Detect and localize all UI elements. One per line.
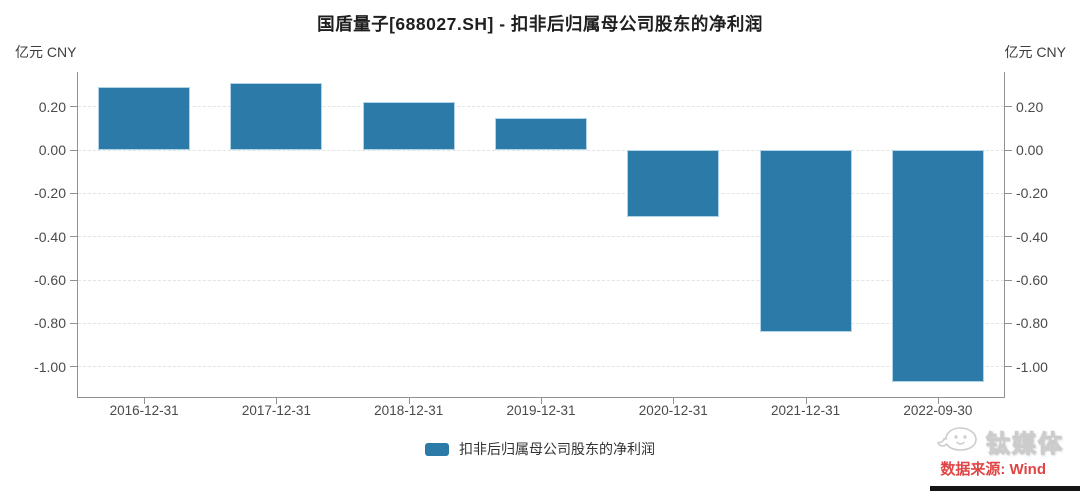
- x-axis-tick: [937, 398, 939, 404]
- gridline: [78, 279, 1004, 281]
- x-axis-tick-label: 2020-12-31: [638, 403, 708, 418]
- y-axis-tick-label-left: 0.00: [38, 142, 66, 158]
- y-axis-tick-label-right: -0.40: [1016, 228, 1048, 245]
- y-axis-tick-label-left: 0.20: [38, 98, 66, 115]
- legend-swatch-icon: [425, 442, 449, 456]
- tmtpost-whale-icon: [936, 424, 980, 459]
- x-axis-tick: [276, 398, 278, 404]
- y-axis-tick-right: [1005, 322, 1012, 324]
- y-axis-tick-label-left: -0.60: [34, 272, 66, 288]
- gridline: [78, 149, 1004, 151]
- gridline: [78, 322, 1004, 324]
- plot-area: 0.20 0.20 0.00 0.00 -0.20 -0.20 -0.40 -0.40 -0.6…: [34, 72, 1048, 418]
- bar: [627, 150, 720, 218]
- y-axis-tick-label-right: -0.80: [1016, 315, 1048, 332]
- y-axis-tick-left: [70, 279, 77, 281]
- y-axis-tick-label-right: -1.00: [1016, 358, 1048, 375]
- bar: [98, 87, 191, 150]
- watermark-brand-text: 钛媒体: [986, 431, 1064, 459]
- x-axis-tick-label: 2017-12-31: [241, 403, 311, 418]
- y-axis-tick-label-left: -0.80: [34, 315, 66, 332]
- watermark: 钛媒体: [936, 424, 1064, 459]
- bar: [891, 150, 984, 382]
- y-axis-tick-right: [1005, 366, 1012, 368]
- y-axis-unit-left: 亿元 CNY: [15, 44, 77, 60]
- legend: 扣非后归属母公司股东的净利润: [0, 439, 1080, 459]
- y-axis-tick-right: [1005, 192, 1012, 194]
- x-axis-tick: [673, 398, 675, 404]
- y-axis-tick-right: [1005, 236, 1012, 238]
- y-axis-tick-label-right: 0.20: [1016, 98, 1044, 115]
- gridline: [78, 366, 1004, 368]
- x-axis-tick-label: 2019-12-31: [506, 403, 576, 418]
- bar: [362, 102, 455, 150]
- y-axis-tick-label-right: -0.20: [1016, 185, 1048, 202]
- chart-title: 国盾量子[688027.SH] - 扣非后归属母公司股东的净利润: [317, 14, 763, 34]
- bottom-right-divider: [930, 486, 1080, 491]
- x-axis-tick: [144, 398, 146, 404]
- x-axis-tick: [805, 398, 807, 404]
- y-axis-tick-left: [70, 192, 77, 194]
- y-axis-unit-right: 亿元 CNY: [1004, 44, 1066, 60]
- y-axis-tick-right: [1005, 149, 1012, 151]
- bar: [495, 117, 587, 150]
- x-axis-tick-label: 2021-12-31: [771, 403, 841, 418]
- x-axis-tick-label: 2016-12-31: [109, 403, 179, 418]
- y-axis-tick-left: [70, 322, 77, 324]
- y-axis-tick-left: [70, 106, 77, 108]
- bar: [759, 150, 852, 332]
- data-source-label: 数据来源: Wind: [940, 461, 1046, 478]
- x-axis-tick: [541, 398, 542, 404]
- y-axis-tick-right: [1005, 106, 1012, 108]
- x-axis-tick-label: 2022-09-30: [903, 403, 973, 418]
- y-axis-tick-left: [70, 366, 77, 368]
- y-axis-tick-label-right: -0.60: [1016, 272, 1048, 288]
- y-axis-tick-label-left: -1.00: [34, 358, 66, 375]
- y-axis-tick-left: [70, 149, 77, 151]
- x-axis-tick: [408, 398, 410, 404]
- legend-label: 扣非后归属母公司股东的净利润: [459, 441, 655, 457]
- gridline: [78, 236, 1004, 238]
- gridline: [78, 192, 1004, 194]
- y-axis-tick-label-left: -0.40: [34, 228, 66, 245]
- y-axis-tick-right: [1005, 279, 1012, 281]
- y-axis-tick-label-right: 0.00: [1016, 142, 1044, 158]
- x-axis-tick-label: 2018-12-31: [374, 403, 444, 418]
- y-axis-tick-left: [70, 236, 77, 238]
- gridline: [78, 106, 1004, 108]
- bar: [230, 82, 323, 150]
- y-axis-tick-label-left: -0.20: [34, 185, 66, 202]
